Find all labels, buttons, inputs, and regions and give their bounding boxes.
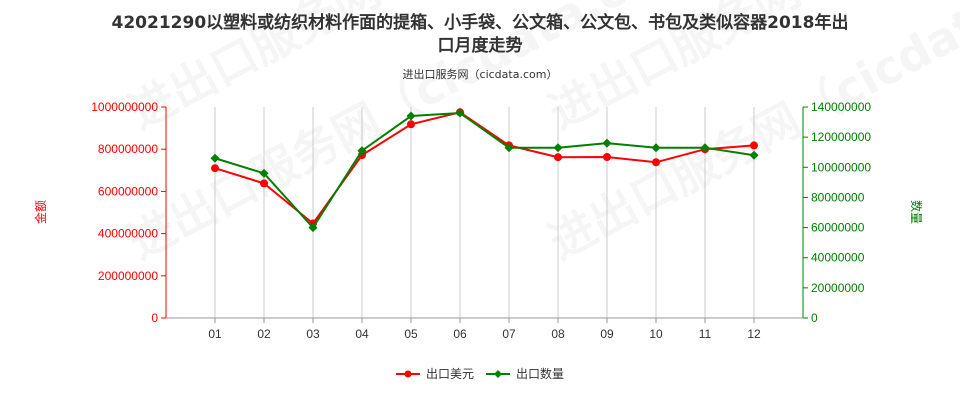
x-tick-label: 06	[453, 327, 467, 341]
left-tick-label: 0	[151, 311, 158, 325]
right-tick-label: 60000000	[811, 221, 865, 235]
data-point[interactable]	[259, 168, 269, 178]
left-tick-label: 1000000000	[91, 100, 158, 114]
data-point[interactable]	[554, 153, 562, 162]
y-axis-right-label: 数量	[909, 200, 924, 224]
x-tick-label: 10	[649, 327, 663, 341]
data-point[interactable]	[749, 150, 759, 160]
axes	[165, 107, 804, 319]
data-point[interactable]	[652, 158, 660, 167]
legend-swatch-export-quantity-marker	[494, 370, 502, 378]
data-point[interactable]	[260, 179, 268, 188]
data-point[interactable]	[308, 223, 318, 233]
chart-subtitle: 进出口服务网（cicdata.com）	[403, 67, 558, 81]
legend-item-export-usd[interactable]: 出口美元	[396, 367, 474, 381]
data-point[interactable]	[504, 143, 514, 153]
right-axis-ticks: 0 20000000 40000000 60000000 80000000 1000000…	[803, 100, 871, 325]
right-tick-label: 0	[811, 311, 818, 325]
left-tick-label: 200000000	[98, 269, 158, 283]
data-point[interactable]	[603, 153, 611, 162]
x-tick-label: 11	[699, 327, 712, 341]
data-point[interactable]	[406, 111, 416, 121]
data-point[interactable]	[602, 138, 612, 148]
right-tick-label: 80000000	[811, 190, 865, 204]
right-tick-label: 20000000	[811, 281, 865, 295]
right-tick-label: 140000000	[811, 100, 871, 114]
legend-item-export-quantity[interactable]: 出口数量	[486, 366, 564, 381]
legend-label-export-usd: 出口美元	[426, 367, 474, 381]
left-tick-label: 400000000	[98, 227, 158, 241]
x-tick-label: 02	[257, 327, 271, 341]
right-tick-label: 40000000	[811, 251, 865, 265]
right-tick-label: 100000000	[811, 160, 871, 174]
data-point[interactable]	[651, 143, 661, 153]
right-tick-label: 120000000	[811, 130, 871, 144]
legend-label-export-quantity: 出口数量	[516, 366, 564, 381]
series-export-quantity	[210, 108, 759, 233]
data-point[interactable]	[455, 108, 465, 118]
data-point[interactable]	[553, 143, 563, 153]
data-point[interactable]	[357, 146, 367, 156]
left-axis-ticks: 0 200000000 400000000 600000000 800000000 100…	[91, 100, 166, 325]
data-point[interactable]	[211, 164, 219, 173]
y-axis-left-label: 金额	[33, 200, 48, 224]
left-tick-label: 800000000	[98, 142, 158, 156]
chart-title-line-1: 42021290以塑料或纺织材料作面的提箱、小手袋、公文箱、公文包、书包及类似容…	[112, 12, 849, 33]
x-tick-label: 08	[551, 327, 565, 341]
x-tick-label: 12	[747, 327, 761, 341]
chart-title-line-2: 口月度走势	[438, 35, 523, 56]
data-point[interactable]	[700, 143, 710, 153]
data-point[interactable]	[407, 120, 415, 129]
x-tick-label: 04	[355, 327, 369, 341]
left-tick-label: 600000000	[98, 184, 158, 198]
x-tick-label: 09	[600, 327, 614, 341]
series-layer	[210, 108, 759, 233]
series-line	[214, 112, 755, 230]
data-point[interactable]	[210, 153, 220, 163]
legend-swatch-export-usd-marker	[404, 370, 412, 378]
series-line	[214, 111, 755, 225]
legend: 出口美元 出口数量	[396, 366, 564, 381]
x-tick-label: 05	[404, 327, 418, 341]
data-point[interactable]	[750, 141, 758, 150]
x-axis-ticks: 01 02 03 04 05 06 07 08 09 10 11 12	[208, 318, 761, 341]
x-tick-label: 01	[208, 327, 222, 341]
x-tick-label: 07	[502, 327, 516, 341]
x-tick-label: 03	[306, 327, 320, 341]
